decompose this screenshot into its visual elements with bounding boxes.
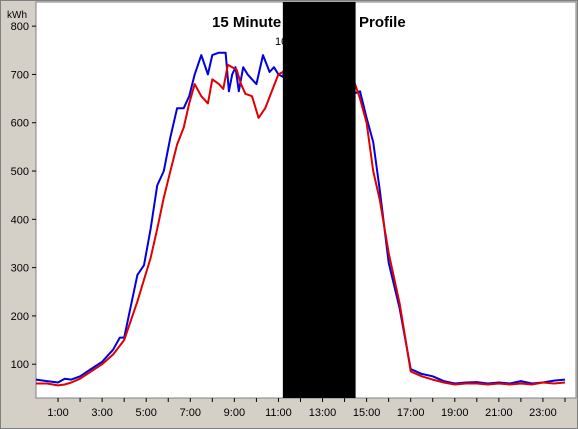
x-tick-label: 23:00 — [529, 407, 557, 419]
x-tick-label: 19:00 — [441, 407, 469, 419]
x-tick-label: 15:00 — [353, 407, 381, 419]
y-tick-label: 600 — [11, 118, 29, 130]
y-tick-label: 700 — [11, 69, 29, 81]
occlusion-band — [282, 2, 356, 398]
series-line-0 — [35, 46, 566, 385]
x-tick-label: 17:00 — [397, 407, 425, 419]
series-layer — [35, 46, 566, 387]
y-tick-label: 300 — [11, 263, 29, 275]
y-tick-label: 400 — [11, 214, 29, 226]
chart-title-left: 15 Minute — [212, 14, 281, 31]
x-tick-label: 9:00 — [224, 407, 245, 419]
x-tick-label: 5:00 — [135, 407, 156, 419]
y-tick-label: 100 — [11, 359, 29, 371]
chart-title-right: Profile — [359, 14, 406, 31]
x-tick-label: 1:00 — [47, 407, 68, 419]
y-tick-label: 500 — [11, 166, 29, 178]
x-tick-label: 3:00 — [91, 407, 112, 419]
y-tick-label: 200 — [11, 311, 29, 323]
y-axis-unit: kWh — [7, 10, 27, 21]
x-tick-label: 13:00 — [309, 407, 337, 419]
y-tick-label: 800 — [11, 21, 29, 33]
series-line-1 — [36, 59, 566, 387]
x-tick-label: 7:00 — [180, 407, 201, 419]
x-tick-label: 11:00 — [265, 407, 292, 419]
axes-layer: 100 200 300 400 500 600 700 800 1:00 3:00 5:00 7:00… — [11, 21, 566, 419]
chart-subtitle: 10 — [275, 36, 287, 48]
x-tick-label: 21:00 — [485, 407, 513, 419]
